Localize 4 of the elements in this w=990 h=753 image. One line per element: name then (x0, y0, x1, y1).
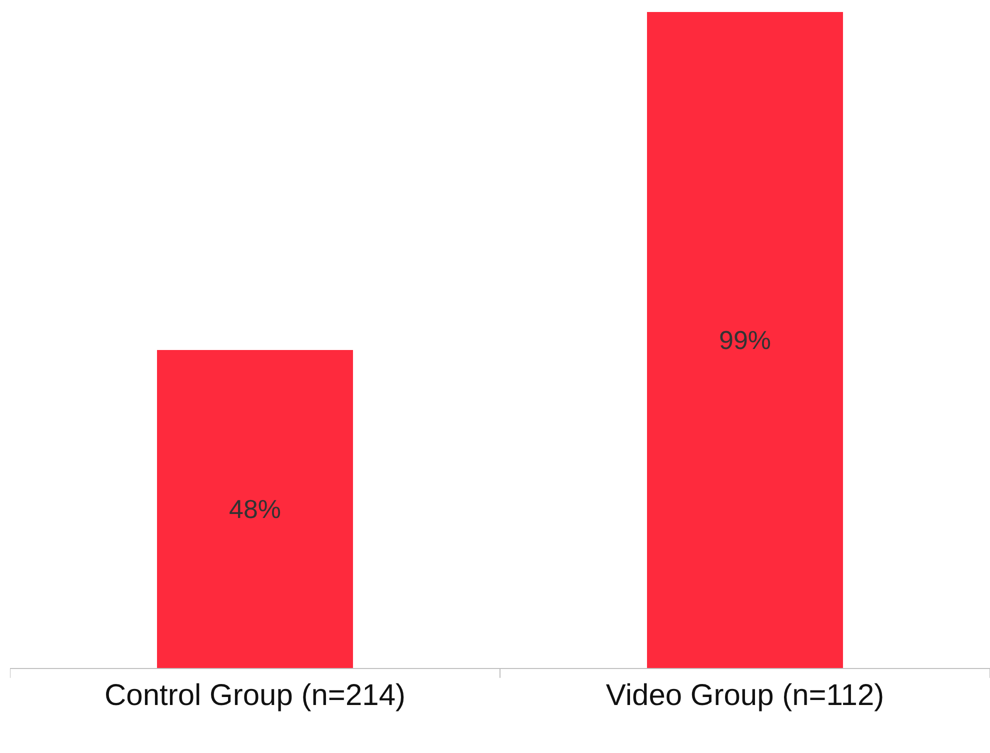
x-tick-label: Control Group (n=214) (104, 679, 406, 712)
x-tick-label: Video Group (n=112) (606, 679, 884, 712)
data-label: 99% (718, 325, 772, 355)
data-label: 48% (228, 494, 282, 524)
